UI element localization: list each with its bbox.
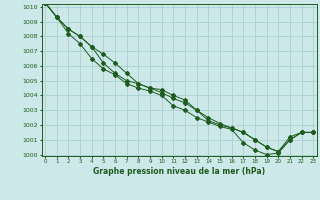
X-axis label: Graphe pression niveau de la mer (hPa): Graphe pression niveau de la mer (hPa)	[93, 167, 265, 176]
